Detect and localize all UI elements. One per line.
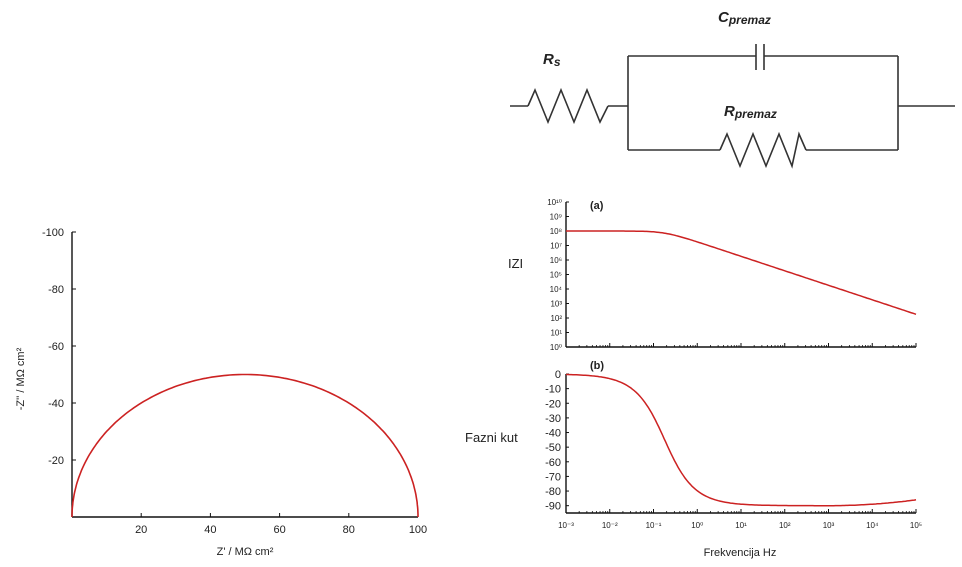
- nyquist-x-tick-label: 100: [409, 524, 427, 536]
- modulus-y-tick-label: 10⁷: [550, 242, 562, 251]
- phase-x-tick-label: 10¹: [735, 521, 747, 530]
- phase-y-tick-label: -70: [545, 471, 561, 483]
- bode-phase-plot: 10⁻³ 10⁻² 10⁻¹ 10⁰ 10¹ 10² 10³ 10⁴ 10⁵ 0 -10 -20 -30…: [545, 369, 922, 530]
- phase-y-tick-label: -40: [545, 428, 561, 440]
- phase-y-tick-label: -20: [545, 398, 561, 410]
- nyquist-plot: 20 40 60 80 100 -20 -40 -60 -80 -100: [42, 227, 427, 536]
- phase-x-tick-label: 10⁻²: [602, 521, 618, 530]
- resistor-rs: [527, 87, 609, 125]
- modulus-curve: [566, 230, 917, 316]
- panel-a-label: (a): [590, 200, 604, 212]
- phase-y-tick-label: -30: [545, 413, 561, 425]
- phase-x-tick-label: 10⁴: [866, 521, 879, 530]
- modulus-y-tick-label: 10⁰: [550, 343, 562, 352]
- modulus-y-tick-label: 10⁶: [550, 256, 562, 265]
- phase-x-tick-label: 10⁵: [910, 521, 922, 530]
- modulus-y-tick-label: 10¹: [550, 329, 562, 338]
- phase-y-tick-label: 0: [555, 369, 561, 381]
- nyquist-x-tick-label: 20: [135, 524, 147, 536]
- nyquist-y-tick-label: -20: [48, 455, 64, 467]
- bode-modulus-ylabel: IZI: [508, 256, 523, 271]
- panel-b-label: (b): [590, 360, 604, 372]
- bode-phase-ylabel: Fazni kut: [465, 430, 518, 445]
- phase-x-tick-label: 10³: [823, 521, 835, 530]
- phase-curve: [566, 373, 917, 507]
- phase-x-tick-label: 10⁰: [691, 521, 703, 530]
- nyquist-y-tick-label: -80: [48, 284, 64, 296]
- nyquist-x-tick-label: 60: [273, 524, 285, 536]
- phase-x-tick-label: 10²: [779, 521, 791, 530]
- modulus-y-tick-label: 10¹⁰: [547, 198, 562, 207]
- modulus-y-tick-label: 10⁴: [550, 285, 563, 294]
- nyquist-y-tick-label: -60: [48, 341, 64, 353]
- phase-y-tick-label: -60: [545, 457, 561, 469]
- bode-phase-xlabel: Frekvencija Hz: [704, 547, 777, 559]
- rs-label: Rs: [543, 51, 561, 69]
- nyquist-xlabel: Z' / MΩ cm²: [217, 546, 274, 558]
- modulus-y-tick-label: 10⁵: [550, 271, 562, 280]
- bode-modulus-plot: 10⁰ 10¹ 10² 10³ 10⁴ 10⁵ 10⁶ 10⁷ 10⁸ 10⁹ 10¹⁰: [547, 198, 917, 352]
- nyquist-y-tick-label: -100: [42, 227, 64, 239]
- modulus-y-tick-label: 10³: [550, 300, 562, 309]
- r-premaz-label: Rpremaz: [724, 103, 777, 121]
- modulus-y-tick-label: 10⁹: [550, 213, 562, 222]
- nyquist-curve: [71, 373, 419, 517]
- phase-y-tick-label: -80: [545, 486, 561, 498]
- nyquist-x-tick-label: 80: [343, 524, 355, 536]
- nyquist-ylabel: -Z'' / MΩ cm²: [15, 347, 27, 410]
- phase-y-tick-label: -90: [545, 501, 561, 513]
- phase-y-tick-label: -50: [545, 442, 561, 454]
- modulus-y-tick-label: 10²: [550, 314, 562, 323]
- phase-x-tick-label: 10⁻³: [558, 521, 574, 530]
- nyquist-y-tick-label: -40: [48, 398, 64, 410]
- phase-y-tick-label: -10: [545, 384, 561, 396]
- resistor-rpremaz: [719, 131, 807, 169]
- c-premaz-label: Cpremaz: [718, 9, 771, 27]
- equivalent-circuit: [510, 44, 955, 169]
- modulus-y-tick-label: 10⁸: [550, 227, 562, 236]
- phase-x-tick-label: 10⁻¹: [646, 521, 662, 530]
- nyquist-x-tick-label: 40: [204, 524, 216, 536]
